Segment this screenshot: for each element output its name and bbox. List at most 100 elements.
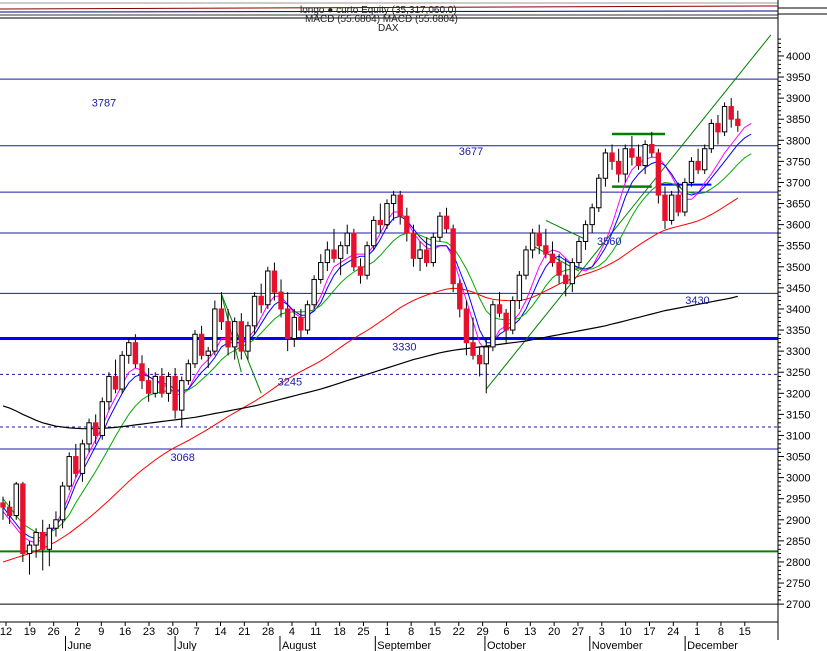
candle-down (503, 312, 509, 331)
candle-down (662, 194, 668, 221)
candles (0, 98, 741, 575)
y-tick-label: 3550 (786, 241, 810, 253)
y-tick-label: 3300 (786, 346, 810, 358)
candle (152, 372, 158, 398)
candle-up (165, 375, 172, 394)
candle-down (536, 232, 542, 247)
candle (258, 283, 264, 314)
candle (384, 199, 390, 229)
candle (13, 481, 19, 520)
candle (291, 308, 297, 347)
candle-down (40, 531, 46, 550)
y-tick-label: 3100 (786, 430, 810, 442)
header-line-2: MACD (55.6804) MACD (55.6804) (305, 14, 458, 25)
candle (708, 119, 715, 153)
candle-down (298, 316, 304, 331)
candle (668, 190, 675, 225)
candle-up (529, 232, 536, 251)
month-label: August (282, 640, 316, 651)
candle-down (145, 380, 152, 394)
candle-up (251, 295, 258, 327)
y-tick-label: 2850 (786, 536, 810, 548)
x-tick-label: 10 (620, 626, 632, 638)
candle (112, 359, 119, 394)
ma-line-2 (2, 153, 752, 534)
candle-down (0, 502, 6, 508)
candle-down (404, 215, 410, 234)
candle (311, 275, 317, 309)
ma-line-4 (2, 295, 738, 430)
candle (198, 325, 205, 360)
candle (205, 346, 211, 368)
x-tick-label: 15 (429, 626, 441, 638)
annotation-label: 3430 (685, 295, 709, 307)
annotation-label: 3330 (392, 341, 416, 353)
candle-down (556, 262, 562, 276)
candle (629, 136, 635, 166)
channel-line (545, 219, 586, 240)
candle (702, 144, 708, 175)
candle (529, 228, 536, 259)
header-line-3: DAX (378, 23, 399, 34)
candle-down (549, 253, 556, 264)
y-tick-label: 2950 (786, 494, 810, 506)
x-tick-label: 14 (214, 626, 226, 638)
candle (126, 338, 132, 364)
candle-down (649, 144, 655, 154)
x-tick-label: 8 (718, 626, 724, 638)
candle-up (721, 106, 728, 133)
x-tick-label: 24 (667, 626, 679, 638)
candle (172, 367, 178, 419)
candle (298, 308, 304, 339)
x-tick-label: 26 (48, 626, 60, 638)
candle-up (589, 207, 595, 226)
candle-down (563, 274, 569, 285)
candle (86, 418, 92, 453)
y-tick-label: 3400 (786, 304, 810, 316)
y-tick-label: 3950 (786, 72, 810, 84)
candle-up (185, 363, 192, 382)
candle-down (271, 270, 278, 293)
candle-up (337, 245, 344, 259)
candle (0, 496, 6, 520)
candle (596, 174, 602, 212)
candle-up (99, 401, 105, 436)
candle-up (318, 262, 324, 280)
y-tick-label: 3800 (786, 135, 810, 147)
candle (457, 279, 463, 318)
candle-up (311, 278, 317, 306)
candle-up (437, 215, 443, 238)
candle-down (397, 194, 403, 217)
candle (106, 372, 112, 411)
candle-up (642, 144, 648, 167)
candle (364, 241, 370, 280)
candle-up (152, 375, 158, 394)
candle (423, 237, 430, 267)
candle-down (635, 156, 642, 167)
candle (159, 367, 165, 398)
candle-down (6, 506, 13, 517)
y-tick-label: 3700 (786, 177, 810, 189)
candle-down (73, 456, 79, 474)
candle (165, 372, 172, 402)
candle-down (218, 308, 225, 323)
y-tick-label: 2800 (786, 557, 810, 569)
y-tick-label: 3050 (786, 452, 810, 464)
candle (543, 228, 549, 259)
candle-up (265, 270, 271, 306)
candle (278, 279, 284, 318)
y-tick-label: 3500 (786, 262, 810, 274)
ma-line-3 (2, 197, 739, 563)
candle (318, 254, 324, 284)
candle-up (212, 308, 218, 352)
candle (443, 207, 450, 234)
candle (20, 481, 26, 562)
candle-up (596, 177, 602, 209)
candle-up (576, 240, 582, 264)
candle (59, 481, 66, 529)
candle-up (668, 194, 675, 221)
candle (33, 528, 39, 558)
candle-up (26, 544, 33, 555)
candle-up (126, 342, 132, 356)
